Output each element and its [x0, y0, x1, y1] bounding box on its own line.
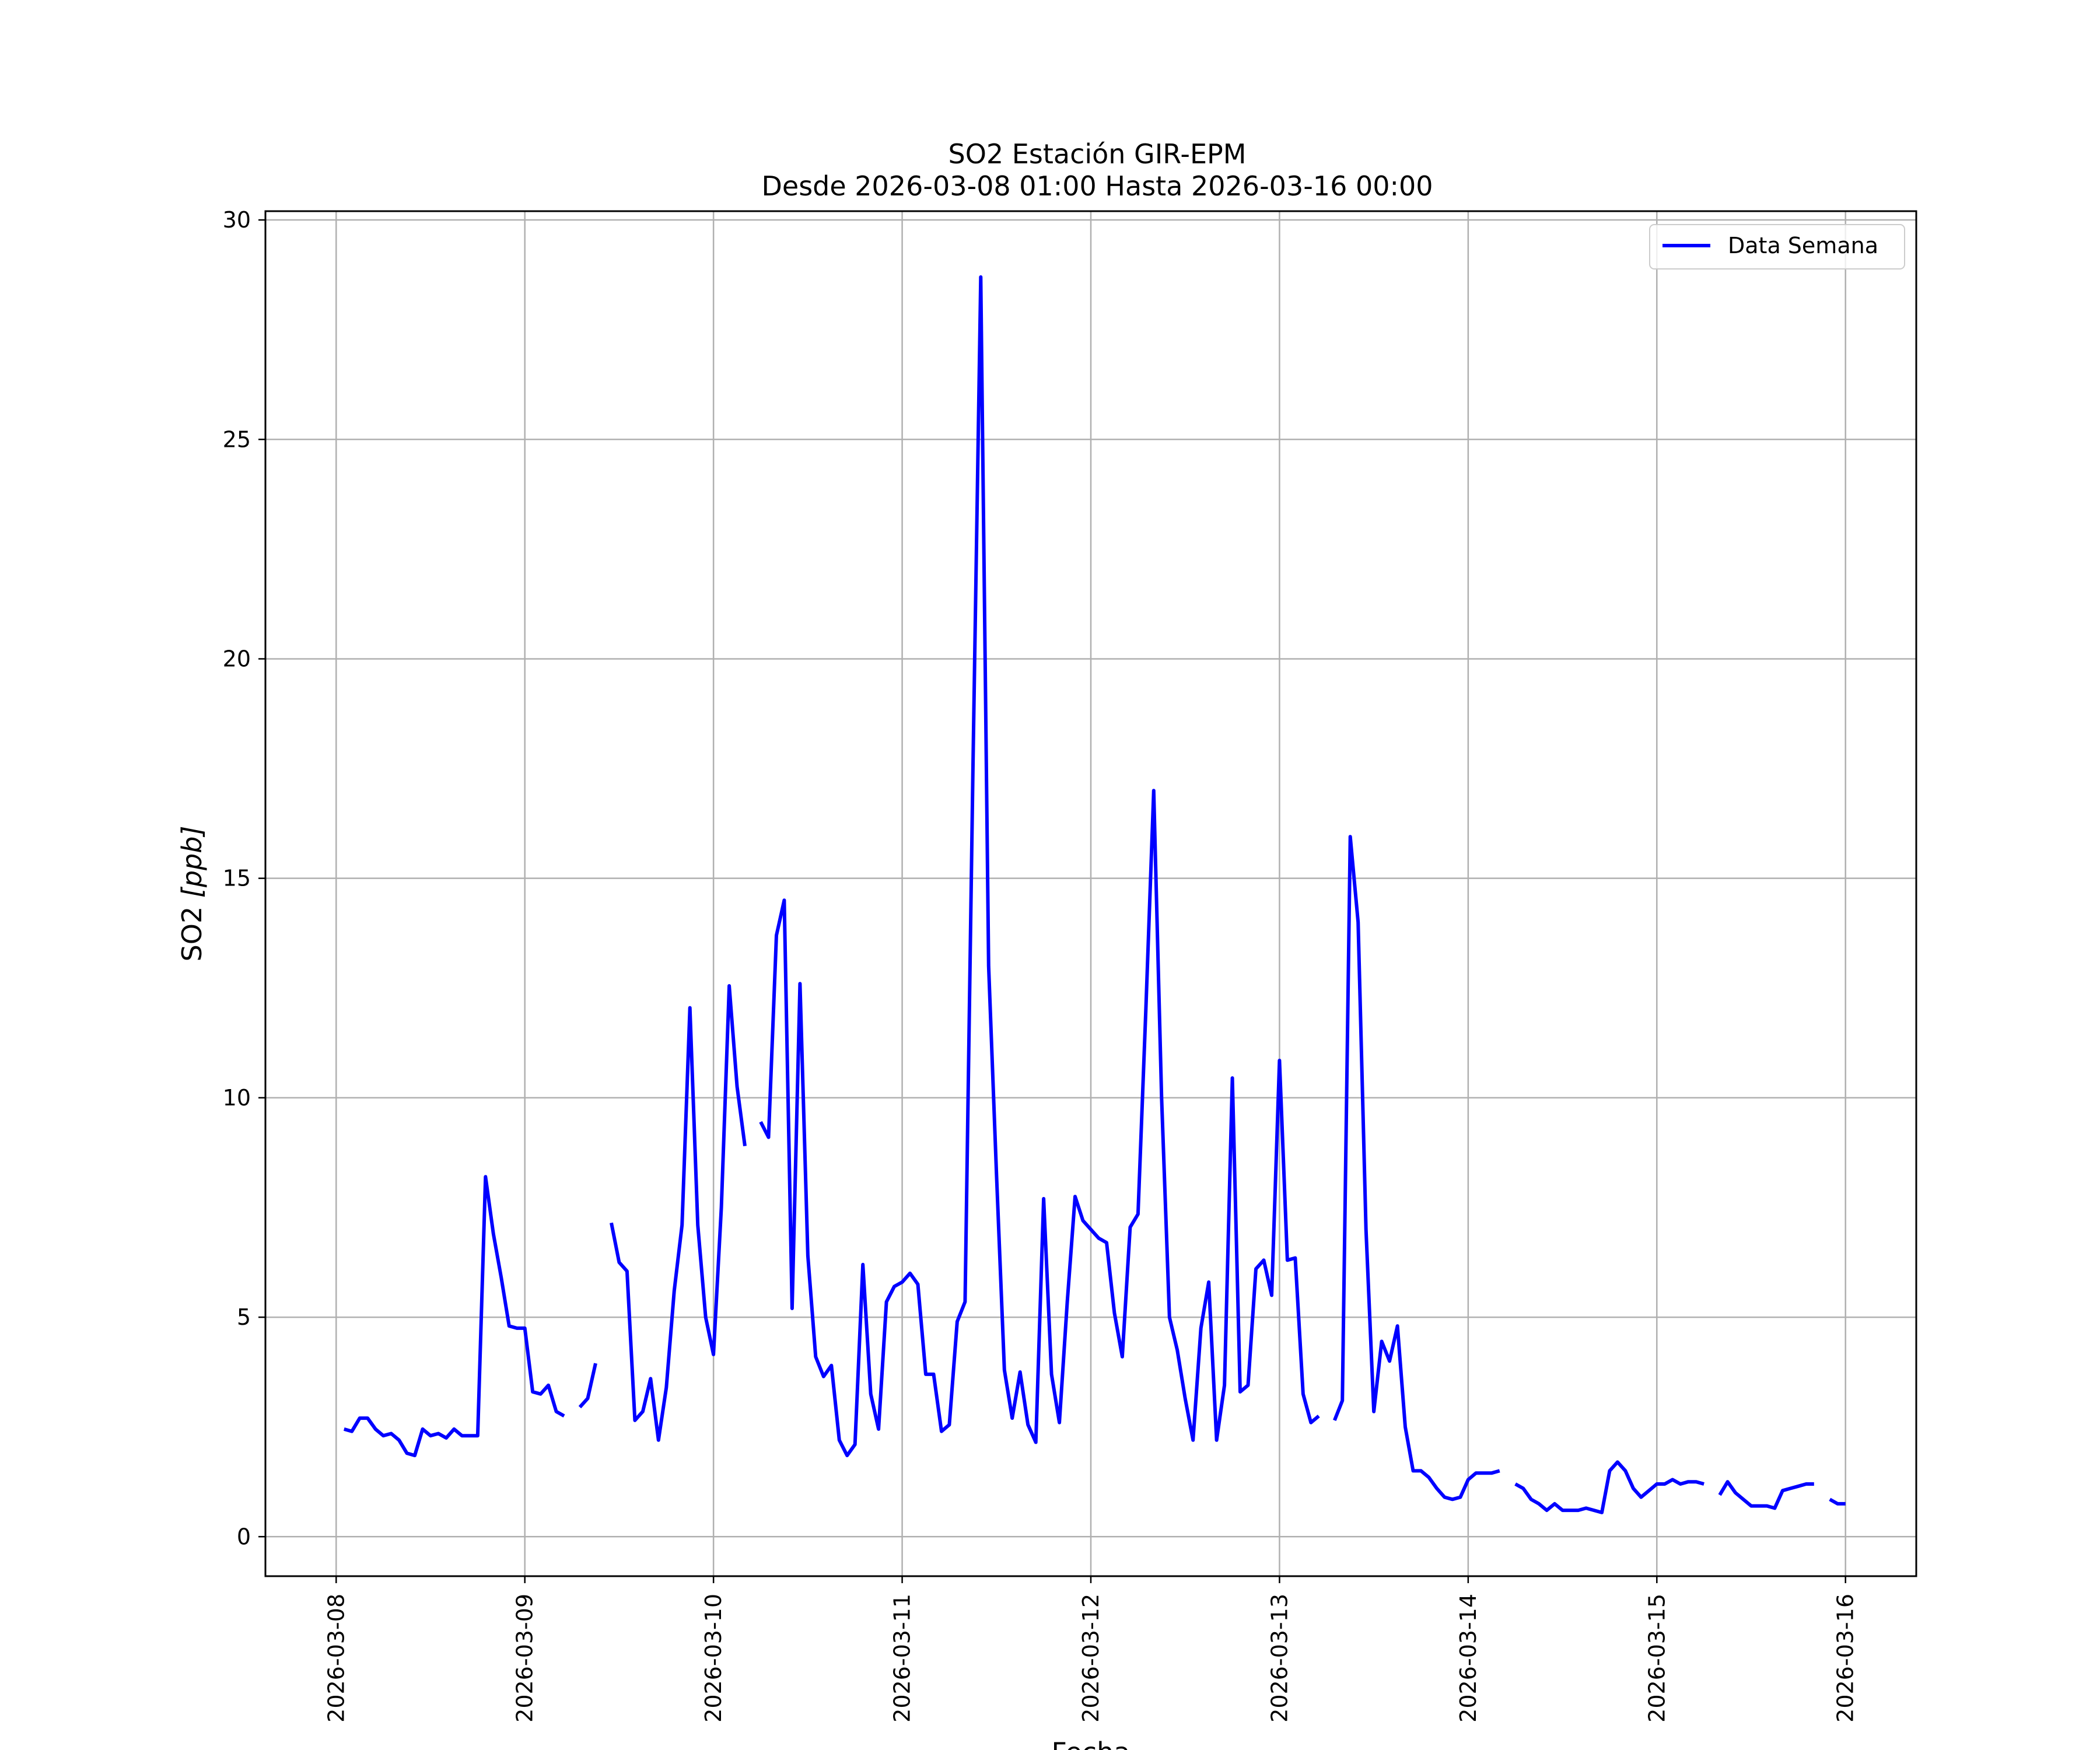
y-axis-label: SO2 [ppb] — [176, 826, 208, 962]
legend: Data Semana — [1649, 224, 1905, 270]
y-axis-ticks: 0 5 10 15 20 25 30 — [223, 207, 265, 1549]
series-line — [343, 275, 1846, 1514]
y-axis-label-name: SO2 — [176, 898, 208, 961]
x-tick-label: 2026-03-12 — [1078, 1594, 1104, 1723]
x-axis-ticks: 2026-03-08 2026-03-09 2026-03-10 2026-03-11… — [323, 1576, 1859, 1723]
x-tick-label: 2026-03-16 — [1833, 1594, 1859, 1723]
grid — [265, 211, 1916, 1576]
y-tick-label: 5 — [237, 1304, 251, 1330]
y-tick-label: 0 — [237, 1524, 251, 1549]
y-axis-label-unit: [ppb] — [176, 826, 208, 898]
y-tick-label: 15 — [223, 866, 251, 891]
x-axis-label: Fecha — [1052, 1737, 1130, 1750]
legend-box — [1649, 224, 1905, 270]
x-tick-label: 2026-03-13 — [1266, 1594, 1292, 1723]
y-tick-label: 10 — [223, 1085, 251, 1111]
y-tick-label: 25 — [223, 426, 251, 452]
x-tick-label: 2026-03-15 — [1644, 1594, 1670, 1723]
chart-subtitle: Desde 2026-03-08 01:00 Hasta 2026-03-16 … — [761, 170, 1433, 202]
x-tick-label: 2026-03-14 — [1455, 1594, 1481, 1723]
legend-label: Data Semana — [1728, 233, 1878, 258]
chart-title: SO2 Estación GIR-EPM — [949, 138, 1247, 170]
y-tick-label: 20 — [223, 646, 251, 671]
x-tick-label: 2026-03-08 — [323, 1594, 349, 1723]
x-tick-label: 2026-03-09 — [512, 1594, 538, 1723]
y-tick-label: 30 — [223, 207, 251, 233]
series-layer — [343, 275, 1846, 1514]
x-tick-label: 2026-03-10 — [701, 1594, 726, 1723]
x-tick-label: 2026-03-11 — [890, 1594, 915, 1723]
